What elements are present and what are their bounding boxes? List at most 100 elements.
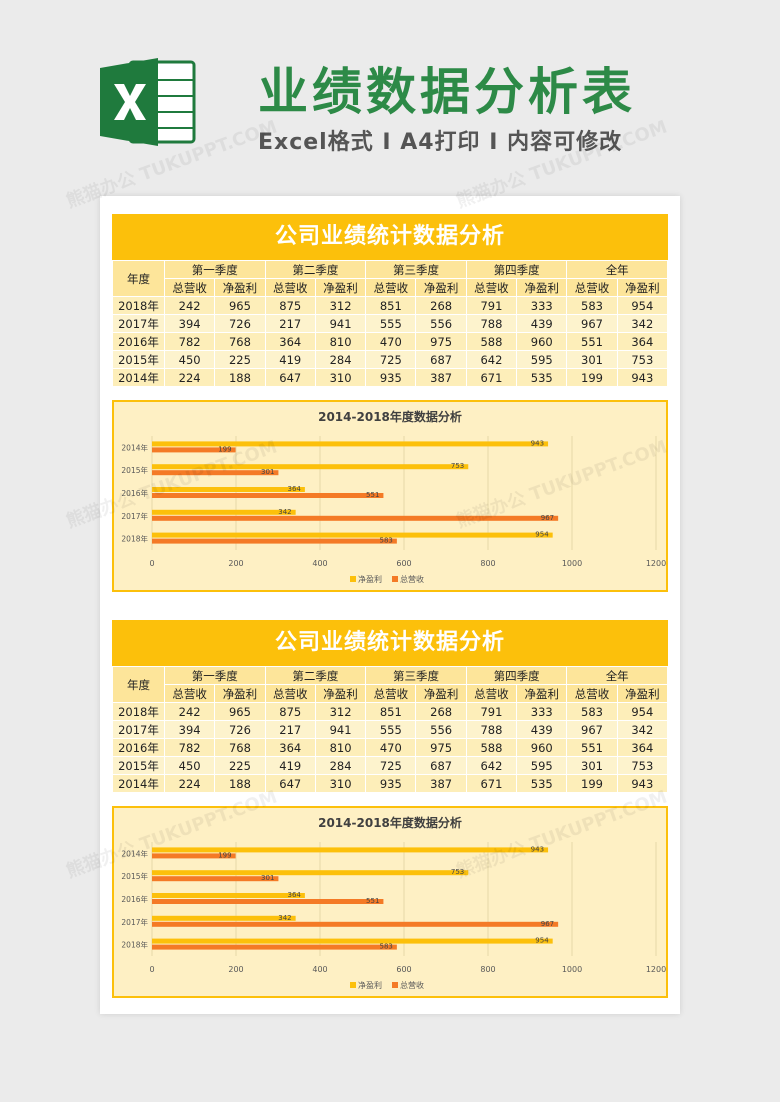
revenue-cell: 588 (465, 332, 518, 351)
x-tick-label: 1200 (646, 965, 666, 974)
chart-title: 2014-2018年度数据分析 (318, 816, 462, 830)
profit-cell: 943 (616, 774, 669, 793)
profit-cell: 439 (516, 720, 568, 739)
profit-header: 净盈利 (214, 278, 266, 297)
profit-cell: 312 (314, 296, 367, 315)
profit-cell: 268 (415, 702, 467, 721)
data-label: 943 (531, 845, 544, 853)
bar (152, 447, 236, 453)
data-label: 954 (535, 937, 549, 945)
x-tick-label: 1200 (646, 559, 666, 568)
profit-cell: 943 (616, 368, 669, 387)
revenue-header: 总营收 (566, 278, 618, 297)
revenue-cell: 394 (163, 720, 216, 739)
table-body: 2018年 242 965 875 312 851 268 791 333 583 954 2017年… (112, 296, 669, 387)
bar (152, 893, 305, 898)
revenue-cell: 199 (566, 368, 618, 387)
profit-header: 净盈利 (314, 684, 367, 703)
profit-cell: 687 (415, 756, 467, 775)
bar (152, 915, 296, 921)
legend-label: 净盈利 (358, 980, 382, 990)
revenue-cell: 791 (465, 702, 518, 721)
profit-cell: 941 (314, 314, 367, 333)
profit-header: 净盈利 (214, 684, 266, 703)
quarter-header: 第四季度 (465, 666, 568, 685)
data-label: 342 (278, 508, 291, 516)
data-label: 967 (541, 920, 554, 928)
legend-swatch (392, 982, 398, 988)
revenue-cell: 642 (465, 756, 518, 775)
profit-cell: 768 (214, 332, 266, 351)
profit-cell: 810 (314, 332, 367, 351)
profit-cell: 312 (314, 702, 367, 721)
page-header: 业绩数据分析表 Excel格式 I A4打印 I 内容可修改 (0, 0, 780, 180)
revenue-header: 总营收 (465, 684, 518, 703)
profit-cell: 965 (214, 702, 266, 721)
revenue-cell: 851 (365, 702, 417, 721)
bar-chart: 2014-2018年度数据分析 0 200 400 600 800 1000 1200 201… (112, 806, 668, 998)
row-year: 2015年 (112, 756, 165, 775)
data-label: 954 (535, 531, 549, 539)
row-year: 2018年 (112, 296, 165, 315)
row-year: 2016年 (112, 332, 165, 351)
revenue-cell: 551 (566, 332, 618, 351)
profit-cell: 387 (415, 368, 467, 387)
data-label: 342 (278, 914, 291, 922)
revenue-header: 总营收 (163, 278, 216, 297)
bar (152, 441, 549, 447)
profit-cell: 975 (415, 738, 467, 757)
revenue-cell: 788 (465, 720, 518, 739)
profit-cell: 284 (314, 756, 367, 775)
revenue-cell: 364 (264, 332, 316, 351)
revenue-cell: 967 (566, 314, 618, 333)
revenue-cell: 419 (264, 350, 316, 369)
profit-cell: 188 (214, 774, 266, 793)
data-label: 364 (288, 891, 302, 899)
table-row: 2018年 242 965 875 312 851 268 791 333 583 954 (112, 702, 669, 721)
profit-cell: 387 (415, 774, 467, 793)
revenue-header: 总营收 (465, 278, 518, 297)
profit-cell: 188 (214, 368, 266, 387)
profit-cell: 364 (616, 332, 669, 351)
profit-cell: 960 (516, 332, 568, 351)
profit-cell: 954 (616, 296, 669, 315)
revenue-cell: 555 (365, 314, 417, 333)
data-label: 583 (379, 537, 392, 545)
y-category-label: 2017年 (121, 917, 148, 927)
profit-header: 净盈利 (516, 278, 568, 297)
profit-cell: 333 (516, 296, 568, 315)
row-year: 2016年 (112, 738, 165, 757)
row-year: 2015年 (112, 350, 165, 369)
revenue-cell: 242 (163, 702, 216, 721)
table-row: 2015年 450 225 419 284 725 687 642 595 301 753 (112, 756, 669, 775)
profit-cell: 225 (214, 350, 266, 369)
profit-cell: 310 (314, 368, 367, 387)
quarter-header: 第三季度 (365, 260, 467, 279)
data-label: 551 (366, 897, 379, 905)
x-tick-label: 0 (149, 559, 154, 568)
profit-header: 净盈利 (616, 278, 669, 297)
row-year: 2018年 (112, 702, 165, 721)
data-label: 583 (379, 943, 392, 951)
table-row: 2016年 782 768 364 810 470 975 588 960 551 364 (112, 332, 669, 351)
revenue-cell: 647 (264, 774, 316, 793)
quarter-header: 第一季度 (164, 666, 266, 685)
data-label: 967 (541, 514, 554, 522)
chart-canvas: 0 200 400 600 800 1000 1200 2014年 943 199 2015年 753… (121, 842, 666, 990)
bar (152, 899, 384, 904)
bar (152, 870, 469, 876)
data-label: 551 (366, 491, 379, 499)
table-row: 2017年 394 726 217 941 555 556 788 439 967 342 (112, 720, 669, 739)
revenue-header: 总营收 (264, 278, 316, 297)
table-row: 2014年 224 188 647 310 935 387 671 535 199 943 (112, 774, 669, 793)
profit-cell: 342 (616, 314, 669, 333)
bar (152, 847, 549, 853)
profit-cell: 965 (214, 296, 266, 315)
bar (152, 538, 397, 544)
performance-table: 年度 第一季度 第二季度 第三季度 第四季度 全年 总营收 净盈利 总营收 净盈… (112, 260, 669, 387)
revenue-cell: 875 (264, 702, 316, 721)
revenue-cell: 671 (465, 368, 518, 387)
revenue-cell: 217 (264, 314, 316, 333)
y-category-label: 2015年 (121, 465, 148, 475)
bar (152, 470, 279, 476)
